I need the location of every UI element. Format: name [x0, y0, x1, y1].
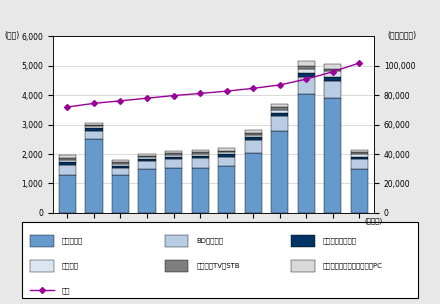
Bar — [112, 168, 129, 175]
Bar — [112, 162, 129, 164]
Bar — [351, 169, 368, 213]
Text: 薄型テレビ: 薄型テレビ — [62, 238, 83, 244]
Bar — [191, 152, 209, 154]
Bar — [324, 98, 341, 213]
Bar — [271, 113, 288, 116]
Bar — [85, 128, 103, 131]
Bar — [298, 77, 315, 94]
Bar — [59, 158, 76, 160]
Text: (年・月): (年・月) — [365, 217, 383, 224]
Bar — [218, 154, 235, 157]
Bar — [85, 125, 103, 126]
Bar — [218, 157, 235, 166]
Bar — [298, 61, 315, 66]
Bar — [191, 168, 209, 213]
Bar — [324, 81, 341, 98]
Bar — [139, 169, 156, 213]
Bar — [245, 140, 262, 153]
Bar — [218, 152, 235, 154]
FancyBboxPatch shape — [165, 260, 188, 272]
Bar — [85, 123, 103, 125]
Bar — [298, 66, 315, 69]
Bar — [245, 130, 262, 133]
Bar — [324, 69, 341, 71]
Bar — [112, 160, 129, 162]
Bar — [298, 73, 315, 77]
Bar — [165, 157, 182, 159]
Bar — [324, 77, 341, 81]
Bar — [191, 150, 209, 152]
Bar — [351, 152, 368, 154]
Bar — [85, 139, 103, 213]
Bar — [218, 166, 235, 213]
Bar — [271, 130, 288, 213]
Bar — [59, 165, 76, 174]
Text: ケーブルTV用STB: ケーブルTV用STB — [196, 263, 240, 269]
Bar — [59, 174, 76, 213]
Bar — [298, 94, 315, 213]
Bar — [85, 131, 103, 139]
FancyBboxPatch shape — [22, 222, 418, 298]
Bar — [271, 107, 288, 110]
Bar — [165, 168, 182, 213]
Text: BDレコーダ: BDレコーダ — [196, 238, 223, 244]
Bar — [191, 154, 209, 156]
Text: (千台): (千台) — [4, 30, 20, 40]
Bar — [59, 156, 76, 158]
Bar — [298, 69, 315, 73]
Bar — [271, 104, 288, 107]
Bar — [165, 159, 182, 168]
Bar — [112, 166, 129, 168]
Bar — [324, 64, 341, 69]
Bar — [139, 161, 156, 169]
Bar — [112, 175, 129, 213]
FancyBboxPatch shape — [291, 235, 315, 247]
Bar — [165, 151, 182, 153]
Bar — [271, 116, 288, 130]
Bar — [324, 71, 341, 77]
Bar — [165, 155, 182, 157]
Bar — [191, 156, 209, 158]
Text: 累計: 累計 — [62, 287, 70, 294]
FancyBboxPatch shape — [165, 235, 188, 247]
Bar — [112, 164, 129, 166]
FancyBboxPatch shape — [30, 235, 54, 247]
Text: チューナ: チューナ — [62, 263, 79, 269]
Bar — [191, 158, 209, 168]
Bar — [245, 153, 262, 213]
Text: 地上デジタルチューナ内蔵PC: 地上デジタルチューナ内蔵PC — [323, 263, 383, 269]
Bar — [139, 159, 156, 161]
Bar — [139, 156, 156, 157]
Text: デジタルレコーダ: デジタルレコーダ — [323, 238, 357, 244]
Bar — [165, 153, 182, 155]
Bar — [59, 162, 76, 165]
Bar — [139, 157, 156, 159]
Bar — [245, 137, 262, 140]
Text: (累計・千台): (累計・千台) — [387, 30, 416, 40]
Bar — [139, 154, 156, 156]
FancyBboxPatch shape — [30, 260, 54, 272]
Bar — [218, 148, 235, 150]
Bar — [59, 160, 76, 162]
Bar — [218, 150, 235, 152]
Bar — [351, 157, 368, 159]
FancyBboxPatch shape — [291, 260, 315, 272]
Bar — [351, 159, 368, 169]
Bar — [351, 150, 368, 152]
Bar — [351, 154, 368, 157]
Bar — [245, 135, 262, 137]
Bar — [85, 126, 103, 128]
Bar — [245, 133, 262, 135]
Bar — [271, 110, 288, 113]
